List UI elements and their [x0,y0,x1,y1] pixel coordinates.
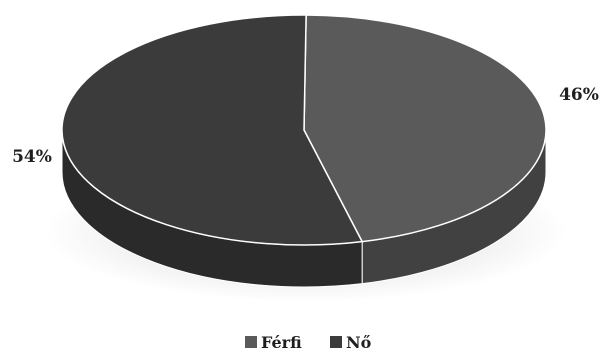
legend: Férfi Nő [245,333,372,352]
data-label-1: 46% [559,85,599,105]
legend-label-1: Férfi [261,333,302,352]
data-label-2: 54% [12,147,52,167]
pie-slice-1 [303,14,547,243]
legend-swatch-2 [330,336,342,348]
legend-swatch-1 [245,336,257,348]
pie-labels: 46% 54% [12,85,599,167]
pie-slice-2 [61,14,364,246]
legend-label-2: Nő [346,333,372,352]
pie-slices [61,14,547,288]
